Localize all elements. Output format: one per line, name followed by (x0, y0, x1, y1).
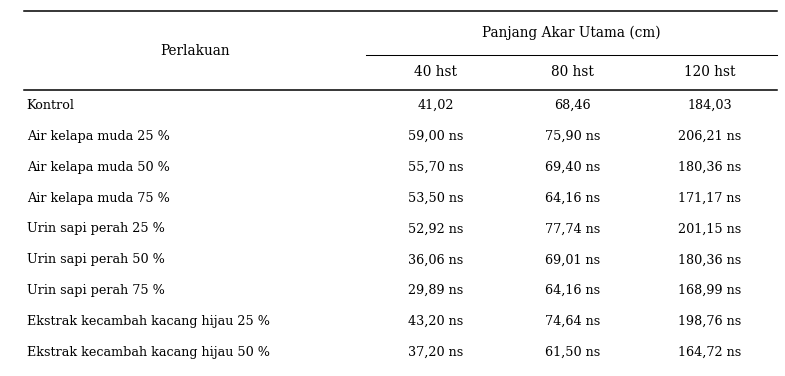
Text: 164,72 ns: 164,72 ns (677, 346, 741, 359)
Text: 52,92 ns: 52,92 ns (407, 223, 463, 235)
Text: 168,99 ns: 168,99 ns (677, 284, 741, 297)
Text: Kontrol: Kontrol (27, 99, 75, 112)
Text: 69,40 ns: 69,40 ns (546, 161, 601, 174)
Text: 206,21 ns: 206,21 ns (677, 130, 741, 143)
Text: Air kelapa muda 75 %: Air kelapa muda 75 % (27, 192, 170, 205)
Text: 120 hst: 120 hst (684, 65, 735, 79)
Text: 41,02: 41,02 (417, 99, 454, 112)
Text: 184,03: 184,03 (687, 99, 732, 112)
Text: Perlakuan: Perlakuan (160, 44, 230, 58)
Text: Ekstrak kecambah kacang hijau 25 %: Ekstrak kecambah kacang hijau 25 % (27, 315, 270, 328)
Text: 43,20 ns: 43,20 ns (407, 315, 463, 328)
Text: 180,36 ns: 180,36 ns (677, 161, 741, 174)
Text: Air kelapa muda 25 %: Air kelapa muda 25 % (27, 130, 170, 143)
Text: 61,50 ns: 61,50 ns (546, 346, 601, 359)
Text: 80 hst: 80 hst (552, 65, 594, 79)
Text: 55,70 ns: 55,70 ns (407, 161, 463, 174)
Text: Urin sapi perah 75 %: Urin sapi perah 75 % (27, 284, 165, 297)
Text: Air kelapa muda 50 %: Air kelapa muda 50 % (27, 161, 170, 174)
Text: 180,36 ns: 180,36 ns (677, 253, 741, 266)
Text: 36,06 ns: 36,06 ns (407, 253, 463, 266)
Text: 64,16 ns: 64,16 ns (546, 192, 601, 205)
Text: 29,89 ns: 29,89 ns (407, 284, 463, 297)
Text: 77,74 ns: 77,74 ns (546, 223, 601, 235)
Text: 201,15 ns: 201,15 ns (677, 223, 741, 235)
Text: Ekstrak kecambah kacang hijau 50 %: Ekstrak kecambah kacang hijau 50 % (27, 346, 270, 359)
Text: Panjang Akar Utama (cm): Panjang Akar Utama (cm) (483, 26, 661, 40)
Text: 68,46: 68,46 (555, 99, 591, 112)
Text: 59,00 ns: 59,00 ns (407, 130, 463, 143)
Text: 37,20 ns: 37,20 ns (407, 346, 463, 359)
Text: 69,01 ns: 69,01 ns (546, 253, 601, 266)
Text: 171,17 ns: 171,17 ns (677, 192, 741, 205)
Text: 40 hst: 40 hst (414, 65, 457, 79)
Text: 53,50 ns: 53,50 ns (407, 192, 463, 205)
Text: 64,16 ns: 64,16 ns (546, 284, 601, 297)
Text: 75,90 ns: 75,90 ns (546, 130, 601, 143)
Text: 74,64 ns: 74,64 ns (546, 315, 601, 328)
Text: Urin sapi perah 50 %: Urin sapi perah 50 % (27, 253, 165, 266)
Text: 198,76 ns: 198,76 ns (677, 315, 741, 328)
Text: Urin sapi perah 25 %: Urin sapi perah 25 % (27, 223, 165, 235)
